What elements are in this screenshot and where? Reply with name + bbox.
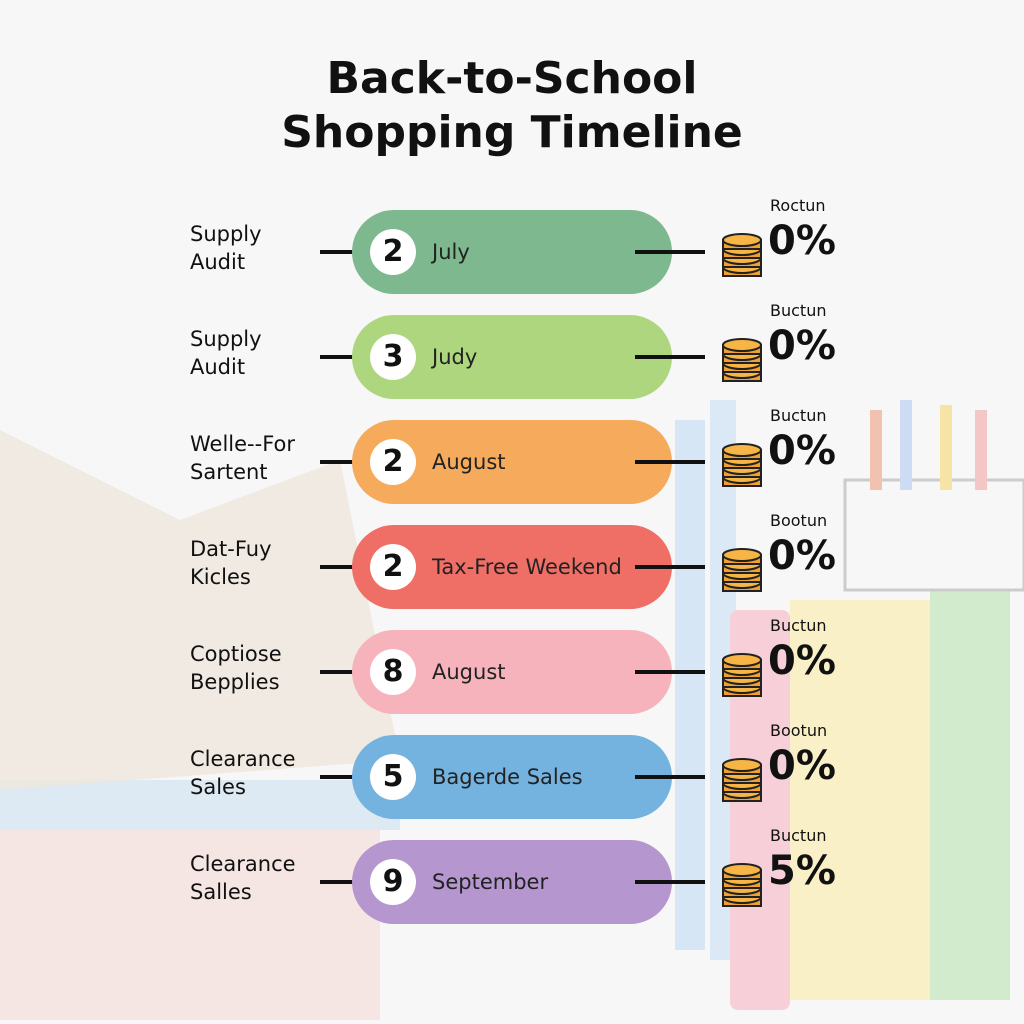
savings-tag: Roctun bbox=[770, 196, 826, 215]
savings-percent: 0% bbox=[768, 533, 836, 579]
coin-icon bbox=[722, 338, 762, 382]
step-number: 2 bbox=[370, 229, 416, 275]
row-label: Dat-Fuy Kicles bbox=[190, 537, 272, 589]
connector bbox=[320, 565, 372, 569]
timeline-row: Coptiose Bepplies 8 August Buctun 0% bbox=[0, 616, 1024, 714]
step-number: 3 bbox=[370, 334, 416, 380]
connector bbox=[635, 460, 705, 464]
connector bbox=[320, 355, 372, 359]
coin-icon bbox=[722, 653, 762, 697]
step-label: Tax-Free Weekend bbox=[432, 555, 622, 579]
timeline-row: Supply Audit 2 July Roctun 0% bbox=[0, 196, 1024, 294]
connector bbox=[635, 880, 705, 884]
connector bbox=[320, 460, 372, 464]
savings-tag: Buctun bbox=[770, 826, 827, 845]
connector bbox=[320, 670, 372, 674]
connector bbox=[635, 670, 705, 674]
savings-tag: Buctun bbox=[770, 406, 827, 425]
step-label: July bbox=[432, 240, 470, 264]
step-number: 9 bbox=[370, 859, 416, 905]
coin-icon bbox=[722, 233, 762, 277]
connector bbox=[635, 565, 705, 569]
coin-icon bbox=[722, 548, 762, 592]
step-label: September bbox=[432, 870, 549, 894]
step-number: 8 bbox=[370, 649, 416, 695]
row-label: Supply Audit bbox=[190, 327, 262, 379]
connector bbox=[320, 775, 372, 779]
timeline-row: Supply Audit 3 Judy Buctun 0% bbox=[0, 301, 1024, 399]
coin-icon bbox=[722, 863, 762, 907]
row-label: Supply Audit bbox=[190, 222, 262, 274]
connector bbox=[635, 355, 705, 359]
row-label: Clearance Sales bbox=[190, 747, 296, 799]
step-label: Bagerde Sales bbox=[432, 765, 583, 789]
connector bbox=[320, 880, 372, 884]
row-label: Welle--For Sartent bbox=[190, 432, 296, 484]
row-label: Clearance Salles bbox=[190, 852, 296, 904]
timeline-row: Clearance Sales 5 Bagerde Sales Bootun 0% bbox=[0, 721, 1024, 819]
coin-icon bbox=[722, 443, 762, 487]
step-label: Judy bbox=[432, 345, 478, 369]
step-label: August bbox=[432, 660, 506, 684]
row-label: Coptiose Bepplies bbox=[190, 642, 282, 694]
savings-tag: Buctun bbox=[770, 616, 827, 635]
savings-percent: 0% bbox=[768, 743, 836, 789]
title: Back-to-School Shopping Timeline bbox=[281, 53, 743, 158]
savings-tag: Buctun bbox=[770, 301, 827, 320]
connector bbox=[635, 250, 705, 254]
savings-percent: 0% bbox=[768, 218, 836, 264]
timeline-row: Clearance Salles 9 September Buctun 5% bbox=[0, 826, 1024, 924]
connector bbox=[635, 775, 705, 779]
step-number: 2 bbox=[370, 439, 416, 485]
savings-percent: 0% bbox=[768, 638, 836, 684]
connector bbox=[320, 250, 372, 254]
step-number: 2 bbox=[370, 544, 416, 590]
savings-percent: 5% bbox=[768, 848, 836, 894]
savings-tag: Bootun bbox=[770, 721, 828, 740]
savings-percent: 0% bbox=[768, 323, 836, 369]
coin-icon bbox=[722, 758, 762, 802]
timeline-row: Welle--For Sartent 2 August Buctun 0% bbox=[0, 406, 1024, 504]
savings-tag: Bootun bbox=[770, 511, 828, 530]
step-number: 5 bbox=[370, 754, 416, 800]
timeline-row: Dat-Fuy Kicles 2 Tax-Free Weekend Bootun 0% bbox=[0, 511, 1024, 609]
savings-percent: 0% bbox=[768, 428, 836, 474]
step-label: August bbox=[432, 450, 506, 474]
